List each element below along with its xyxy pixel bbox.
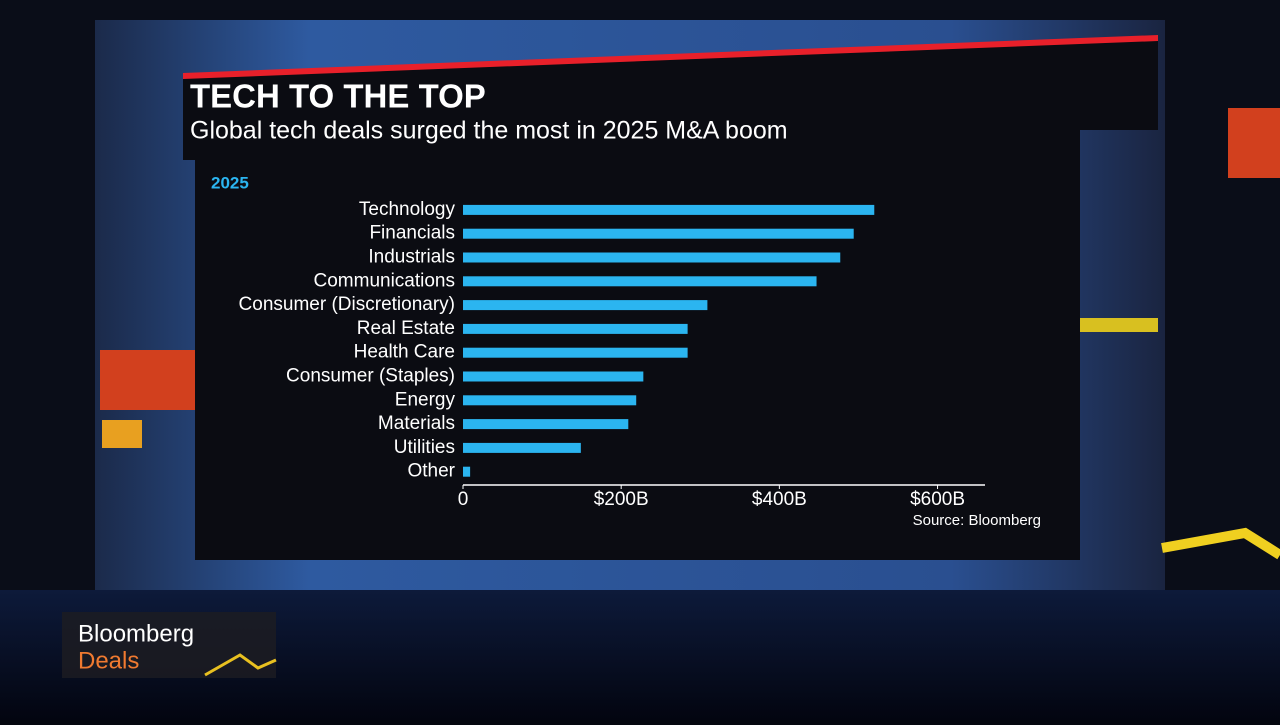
bar [463,419,629,430]
category-label: Technology [359,199,456,220]
bar [463,395,637,406]
logo-box [62,612,276,678]
x-tick-label: $200B [594,489,649,510]
chart-title: TECH TO THE TOP [190,78,486,115]
category-label: Materials [378,413,455,434]
logo-line1: Bloomberg [78,620,194,647]
wall-accent [1161,527,1280,560]
wall-accent [100,350,195,410]
category-label: Financials [369,223,455,244]
bar [463,323,688,334]
bar [463,252,841,263]
wall-accent [102,420,142,448]
category-label: Communications [314,270,456,291]
bar [463,466,471,477]
category-label: Energy [395,389,456,410]
category-label: Other [407,461,455,482]
x-tick-label: $400B [752,489,807,510]
bar [463,204,875,215]
legend-label: 2025 [211,173,249,192]
category-label: Health Care [354,342,455,363]
x-tick-label: 0 [458,489,469,510]
bar [463,276,817,287]
category-label: Consumer (Staples) [286,366,455,387]
x-tick-label: $600B [910,489,965,510]
wall-accent [1080,318,1158,332]
bar [463,228,854,239]
category-label: Utilities [394,437,455,458]
graphic-panel [183,38,1158,560]
wall-accent [1228,108,1280,178]
chart-subtitle: Global tech deals surged the most in 202… [190,117,788,145]
category-label: Industrials [368,247,455,268]
category-label: Real Estate [357,318,455,339]
plot: 0 $200B $400B $600B Technology Financials Indu… [239,199,985,510]
bar [463,371,644,382]
category-label: Consumer (Discretionary) [239,294,455,315]
bar [463,442,581,453]
bar [463,300,708,311]
logo-line2: Deals [78,647,139,674]
logo-line-mark [204,653,277,677]
logo: Bloomberg Deals [62,612,277,678]
source-note: Source: Bloomberg [913,512,1041,529]
red-rule [183,35,1158,79]
bar [463,347,688,358]
